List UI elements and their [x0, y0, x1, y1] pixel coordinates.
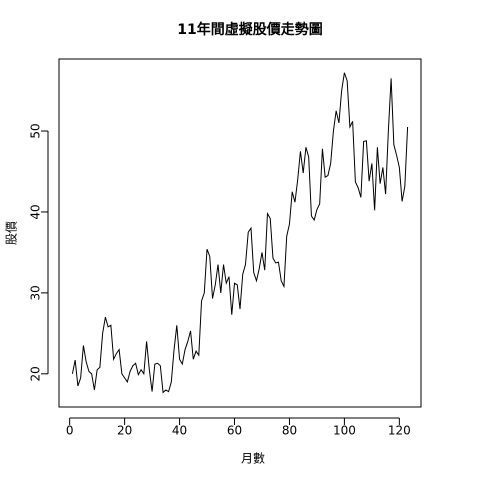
x-axis-label: 月數	[241, 452, 265, 466]
x-tick-label: 80	[282, 424, 297, 438]
y-tick-label: 40	[29, 204, 43, 219]
y-tick-label: 30	[29, 285, 43, 300]
x-tick-label: 120	[388, 424, 411, 438]
x-tick-label: 40	[172, 424, 187, 438]
x-tick-label: 100	[333, 424, 356, 438]
x-tick-label: 60	[227, 424, 242, 438]
chart-title: 11年間虛擬股價走勢圖	[177, 21, 322, 38]
y-axis-label: 股價	[5, 221, 19, 245]
x-tick-label: 20	[117, 424, 132, 438]
y-tick-label: 50	[29, 123, 43, 138]
x-tick-label: 0	[66, 424, 74, 438]
price-line	[71, 72, 409, 394]
plot-box	[58, 58, 422, 408]
y-tick-label: 20	[29, 366, 43, 381]
